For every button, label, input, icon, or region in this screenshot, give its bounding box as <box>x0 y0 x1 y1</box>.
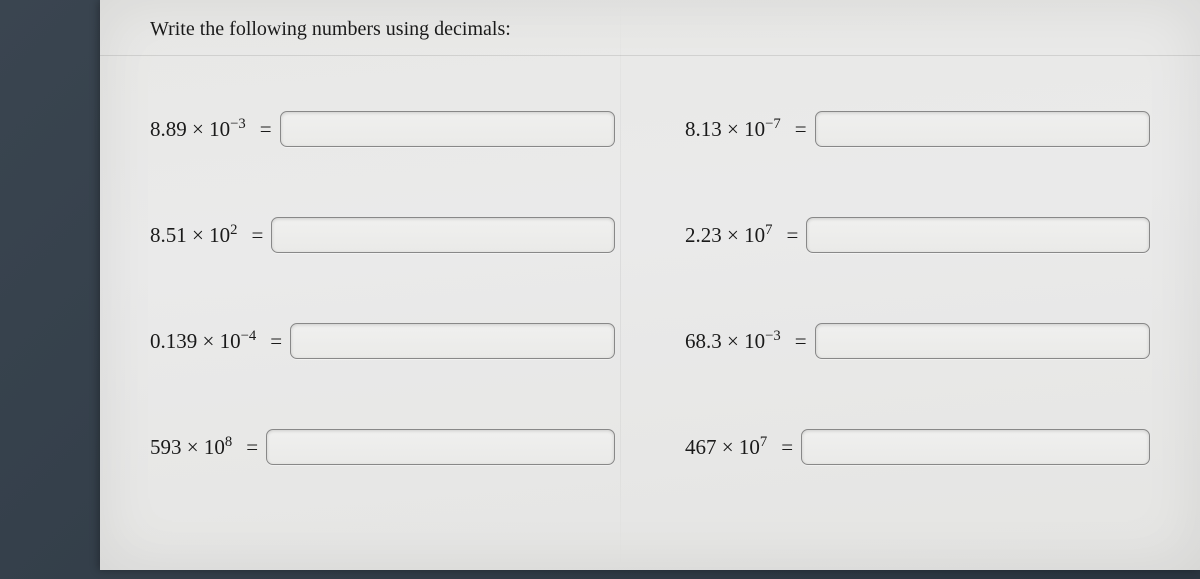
problem-2: 8.13 × 10−7 = <box>685 111 1150 147</box>
answer-input-3[interactable] <box>271 217 615 253</box>
answer-input-1[interactable] <box>280 111 615 147</box>
problem-4: 2.23 × 107 = <box>685 217 1150 253</box>
exp: −3 <box>230 116 246 132</box>
exp: −4 <box>241 328 257 344</box>
equals-sign: = <box>795 117 807 142</box>
exp: 7 <box>765 222 772 238</box>
worksheet-page: Write the following numbers using decima… <box>100 0 1200 570</box>
coef: 8.51 <box>150 223 187 247</box>
coef: 8.89 <box>150 117 187 141</box>
expression-1: 8.89 × 10−3 <box>150 117 246 142</box>
base: 10 <box>220 329 241 353</box>
base: 10 <box>209 117 230 141</box>
expression-7: 593 × 108 <box>150 435 232 460</box>
coef: 593 <box>150 435 182 459</box>
equals-sign: = <box>251 223 263 248</box>
equals-sign: = <box>270 329 282 354</box>
base: 10 <box>204 435 225 459</box>
answer-input-2[interactable] <box>815 111 1150 147</box>
base: 10 <box>209 223 230 247</box>
equals-sign: = <box>795 329 807 354</box>
base: 10 <box>744 329 765 353</box>
expression-6: 68.3 × 10−3 <box>685 329 781 354</box>
expression-2: 8.13 × 10−7 <box>685 117 781 142</box>
expression-5: 0.139 × 10−4 <box>150 329 256 354</box>
expression-4: 2.23 × 107 <box>685 223 772 248</box>
answer-input-4[interactable] <box>806 217 1150 253</box>
problem-7: 593 × 108 = <box>150 429 615 465</box>
problem-1: 8.89 × 10−3 = <box>150 111 615 147</box>
base: 10 <box>744 117 765 141</box>
problem-5: 0.139 × 10−4 = <box>150 323 615 359</box>
coef: 0.139 <box>150 329 197 353</box>
base: 10 <box>744 223 765 247</box>
instruction-text: Write the following numbers using decima… <box>150 18 1160 41</box>
exp: 8 <box>225 434 232 450</box>
problem-3: 8.51 × 102 = <box>150 217 615 253</box>
problem-6: 68.3 × 10−3 = <box>685 323 1150 359</box>
problems-grid: 8.89 × 10−3 = 8.13 × 10−7 = 8.51 × 102 =… <box>150 81 1160 465</box>
answer-input-7[interactable] <box>266 429 615 465</box>
equals-sign: = <box>781 435 793 460</box>
problem-8: 467 × 107 = <box>685 429 1150 465</box>
exp: −3 <box>765 328 781 344</box>
base: 10 <box>739 435 760 459</box>
equals-sign: = <box>246 435 258 460</box>
answer-input-8[interactable] <box>801 429 1150 465</box>
exp: 7 <box>760 434 767 450</box>
coef: 68.3 <box>685 329 722 353</box>
coef: 8.13 <box>685 117 722 141</box>
answer-input-6[interactable] <box>815 323 1150 359</box>
coef: 467 <box>685 435 717 459</box>
equals-sign: = <box>786 223 798 248</box>
expression-8: 467 × 107 <box>685 435 767 460</box>
exp: 2 <box>230 222 237 238</box>
exp: −7 <box>765 116 781 132</box>
equals-sign: = <box>260 117 272 142</box>
coef: 2.23 <box>685 223 722 247</box>
expression-3: 8.51 × 102 <box>150 223 237 248</box>
answer-input-5[interactable] <box>290 323 615 359</box>
